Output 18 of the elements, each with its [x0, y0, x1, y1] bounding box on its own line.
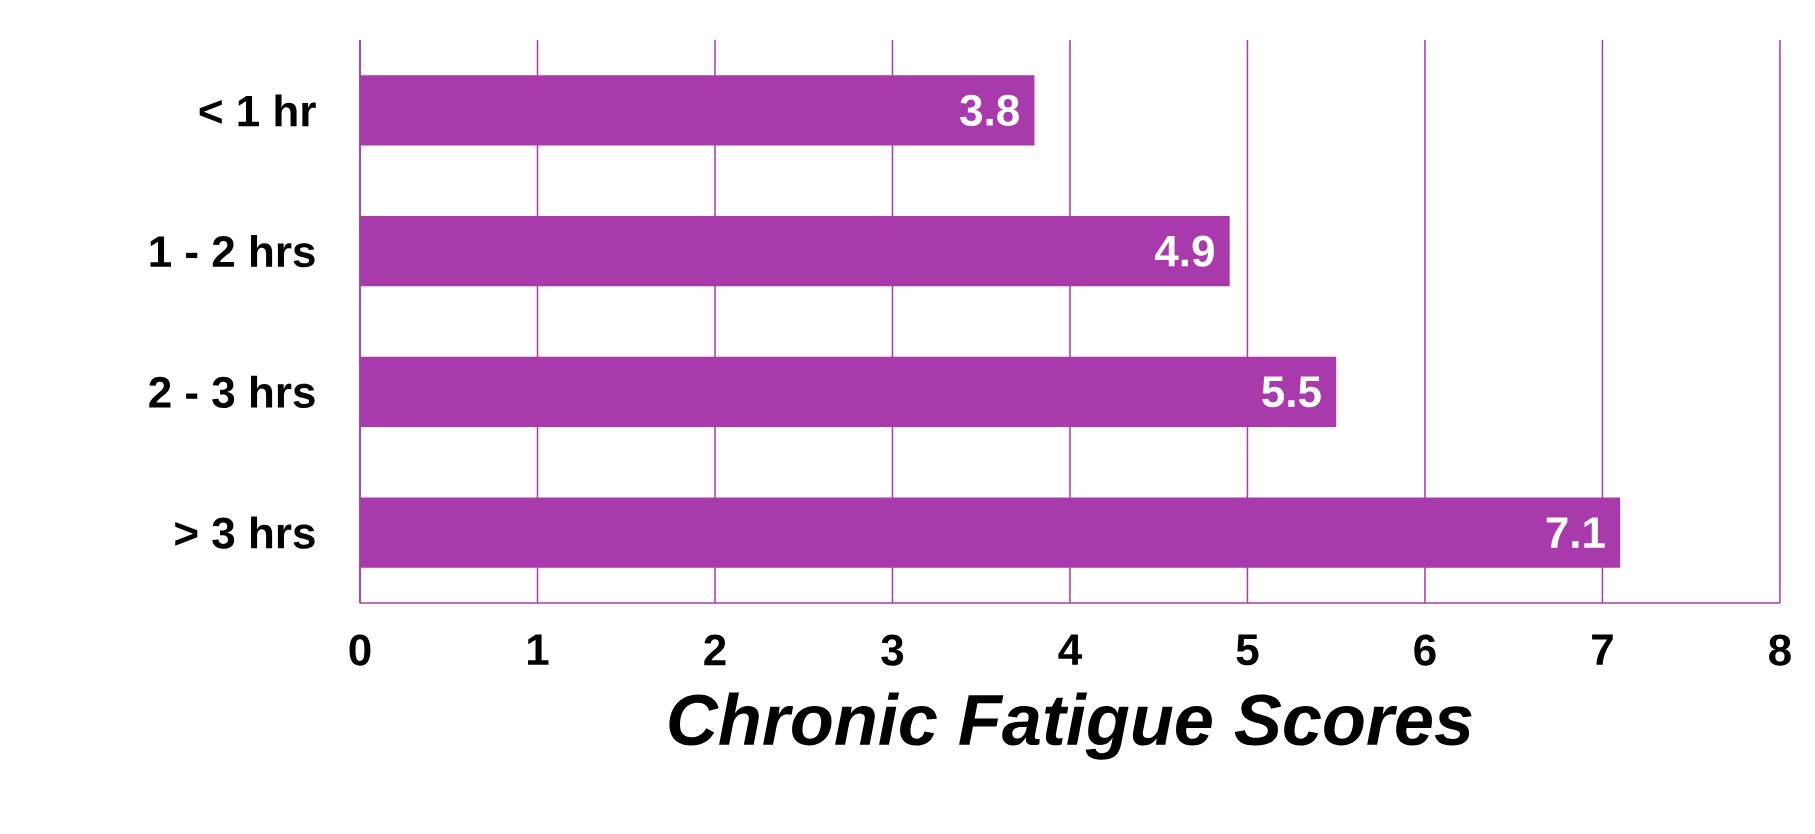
y-tick-label: < 1 hr: [199, 94, 316, 127]
y-tick-label: 1 - 2 hrs: [150, 234, 315, 268]
data-label: 4.9: [1155, 235, 1214, 267]
x-tick-label: 3: [881, 634, 904, 666]
data-label: 5.5: [1262, 376, 1321, 408]
x-tick-label: 1: [528, 634, 549, 665]
x-tick-label: 4: [1058, 634, 1082, 665]
x-tick-label: 8: [1769, 634, 1791, 666]
data-label: 3.8: [960, 94, 1019, 126]
x-tick-label: 7: [1592, 634, 1613, 665]
x-axis-title: Chronic Fatigue Scores: [669, 692, 1472, 760]
y-tick-label: > 3 hrs: [175, 516, 315, 549]
x-tick-label: 5: [1236, 634, 1259, 666]
x-tick-label: 6: [1414, 634, 1436, 666]
x-tick-label: 0: [349, 634, 371, 666]
x-tick-label: 2: [704, 634, 726, 666]
y-tick-label: 2 - 3 hrs: [149, 375, 315, 409]
data-label: 7.1: [1546, 517, 1605, 548]
